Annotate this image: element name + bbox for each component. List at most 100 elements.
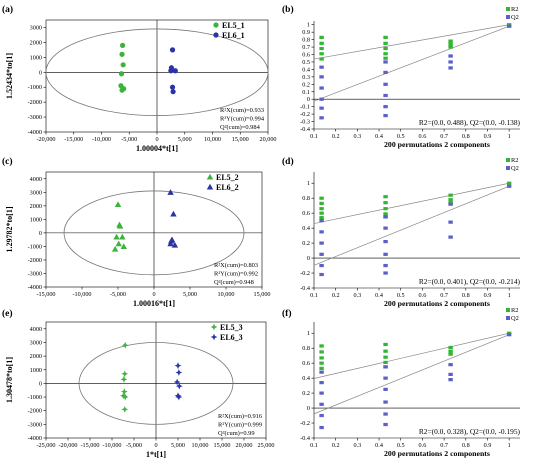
panel-label: (b) <box>282 4 294 15</box>
permutation-point-r2 <box>319 356 324 360</box>
x-tick-label: 25,000 <box>257 442 274 449</box>
legend-label: Q2 <box>511 14 519 21</box>
permutation-annotation: R2=(0.0, 0.401), Q2=(0.0, -0.214) <box>419 277 521 286</box>
permutation-point-q2 <box>319 252 324 256</box>
permutation-point-q2 <box>383 240 388 244</box>
x-tick-label: 0 <box>154 442 157 449</box>
y-tick-label: 1 <box>307 22 310 29</box>
y-tick-label: 0.1 <box>302 89 310 96</box>
y-tick-label: 0.2 <box>302 81 310 88</box>
permutation-point-q2 <box>448 66 453 70</box>
hotelling-ellipse <box>63 190 245 276</box>
y-tick-label: 4000 <box>30 326 42 333</box>
permutation-point-q2 <box>506 24 512 28</box>
permutation-point-r2 <box>383 52 388 56</box>
permutation-point-r2 <box>506 181 512 185</box>
permutation-point-r2 <box>448 349 453 353</box>
permutation-point-r2 <box>448 198 453 202</box>
permutation-point-q2 <box>383 70 388 74</box>
x-tick-label: 0.6 <box>419 442 427 449</box>
permutation-point-q2 <box>383 252 388 256</box>
x-tick-label: 15,000 <box>232 136 249 143</box>
x-tick-label: -5,000 <box>110 291 126 298</box>
data-point-el5_3 <box>121 405 129 413</box>
y-tick-label: 0.2 <box>302 240 310 247</box>
data-point-el6_2 <box>171 241 179 248</box>
data-point-el5_3 <box>120 375 128 383</box>
permutation-point-q2 <box>319 413 324 418</box>
y-tick-label: 0.6 <box>302 210 310 217</box>
x-tick-label: 0.2 <box>332 133 340 140</box>
legend-marker <box>206 183 214 190</box>
legend-marker <box>210 323 218 331</box>
model-statistic: R²X(cum)=0.916 <box>218 413 262 420</box>
data-point-el5_2 <box>120 243 127 249</box>
permutation-point-q2 <box>319 402 324 406</box>
legend-label: EL6_2 <box>216 183 239 192</box>
permutation-point-r2 <box>319 57 324 61</box>
x-tick-label: 0.7 <box>440 292 448 299</box>
panel-label: (c) <box>2 156 13 167</box>
model-statistic: R²Y(cum)=0.999 <box>218 422 262 429</box>
y-tick-label: -0.2 <box>300 270 310 277</box>
y-tick-label: 0.8 <box>302 345 310 352</box>
y-tick-label: 0.4 <box>302 375 310 382</box>
permutation-point-q2 <box>319 370 324 374</box>
y-tick-label: -0.2 <box>300 111 310 118</box>
y-tick-label: 0 <box>39 380 42 387</box>
permutation-point-r2 <box>383 355 388 359</box>
x-tick-label: 10,000 <box>191 442 208 449</box>
legend-marker <box>213 32 219 38</box>
y-tick-label: 1000 <box>30 54 42 61</box>
model-statistic: R²X(cum)=0.803 <box>214 262 258 269</box>
regression-line-r2 <box>313 182 510 224</box>
permutation-point-r2 <box>319 344 324 348</box>
x-tick-label: -10,000 <box>92 136 111 143</box>
legend-marker <box>506 316 510 320</box>
x-tick-label: 0.8 <box>462 442 470 449</box>
legend-label: R2 <box>511 6 518 13</box>
permutation-point-q2 <box>319 391 324 395</box>
x-tick-label: -15,000 <box>80 442 99 449</box>
y-tick-label: 3000 <box>30 339 42 346</box>
permutation-point-q2 <box>319 75 324 79</box>
data-point-el6_1 <box>170 89 176 95</box>
y-tick-label: 0 <box>307 405 310 412</box>
y-tick-label: -3000 <box>28 270 42 277</box>
x-tick-label: 20,000 <box>259 136 276 143</box>
panel-label: (d) <box>282 156 294 167</box>
y-tick-label: -0.4 <box>300 126 310 133</box>
y-tick-label: -4000 <box>28 129 42 136</box>
permutation-point-q2 <box>319 86 324 90</box>
legend-label: EL5_3 <box>220 323 243 332</box>
regression-line-r2 <box>313 24 510 60</box>
permutation-point-r2 <box>319 207 324 211</box>
permutation-point-q2 <box>448 202 453 206</box>
y-tick-label: 0.7 <box>302 44 310 51</box>
permutation-point-q2 <box>319 97 324 101</box>
data-point-el6_3 <box>173 378 181 386</box>
permutation-point-q2 <box>448 235 453 239</box>
permutation-point-q2 <box>383 400 388 404</box>
data-point-el5_2 <box>119 233 126 240</box>
permutation-point-q2 <box>319 230 324 234</box>
data-point-el5_1 <box>120 62 126 68</box>
model-statistic: Q²(cum)=0.984 <box>220 124 261 131</box>
x-tick-label: -20,000 <box>58 442 77 449</box>
permutation-point-q2 <box>448 220 453 224</box>
permutation-point-q2 <box>506 333 512 337</box>
legend-label: EL5_1 <box>222 21 245 30</box>
permutation-point-r2 <box>319 201 324 206</box>
y-tick-label: -0.3 <box>300 119 310 126</box>
permutation-point-r2 <box>319 196 324 200</box>
data-point-el6_2 <box>168 237 175 244</box>
permutation-annotation: R2=(0.0, 0.488), Q2=(0.0, -0.138) <box>419 118 521 127</box>
permutation-point-q2 <box>383 387 388 391</box>
permutation-point-r2 <box>383 212 388 216</box>
legend-marker <box>506 308 510 312</box>
y-tick-label: 0 <box>39 69 42 76</box>
permutation-point-r2 <box>383 360 388 365</box>
permutation-point-r2 <box>319 52 324 56</box>
legend-label: R2 <box>511 157 518 164</box>
